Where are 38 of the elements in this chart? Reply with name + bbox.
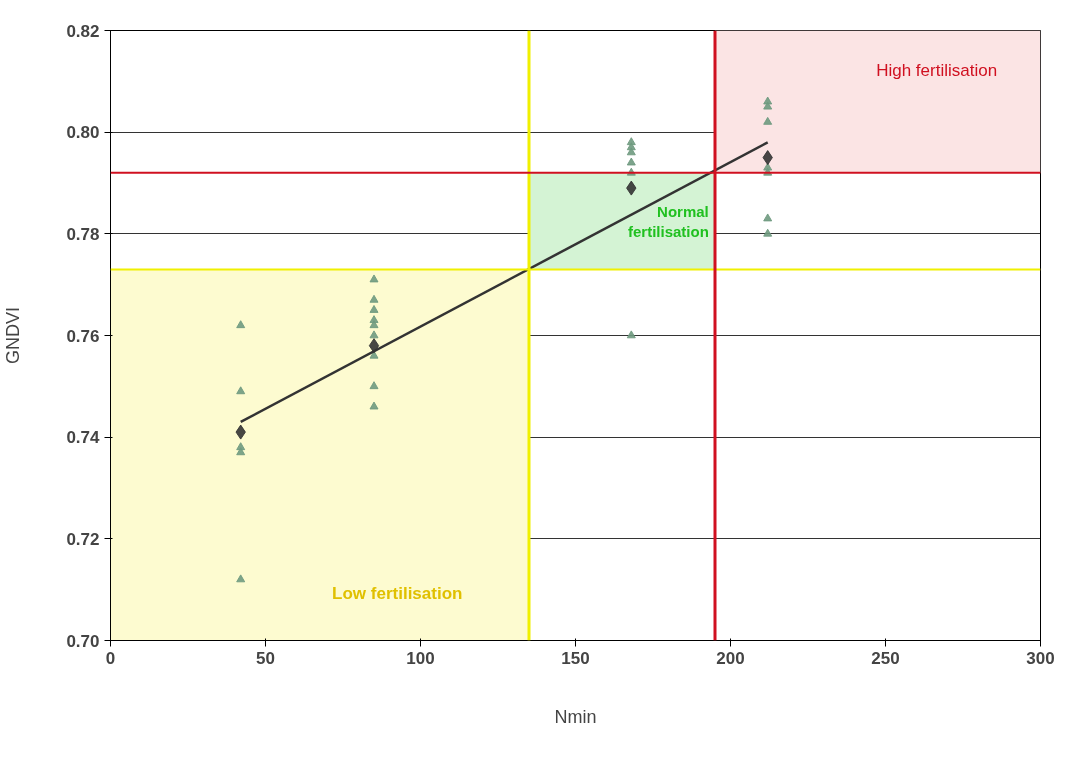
y-tick-label: 0.70 xyxy=(66,631,100,651)
band-label: Normal fertilisation xyxy=(627,203,709,241)
point xyxy=(369,274,379,283)
x-tick-label: 50 xyxy=(256,648,275,668)
y-tick-label: 0.74 xyxy=(66,428,101,448)
point xyxy=(369,401,379,410)
x-tick-label: 250 xyxy=(871,648,900,668)
point xyxy=(763,228,773,237)
point xyxy=(626,330,636,339)
point xyxy=(626,147,636,156)
point xyxy=(236,386,246,395)
point xyxy=(369,330,379,339)
point xyxy=(236,447,246,456)
y-tick-label: 0.80 xyxy=(66,123,100,143)
point xyxy=(763,116,773,125)
point xyxy=(369,381,379,390)
x-tick-label: 0 xyxy=(105,648,116,668)
point xyxy=(369,320,379,329)
y-tick-label: 0.72 xyxy=(66,529,100,549)
y-tick-label: 0.78 xyxy=(66,224,100,244)
point xyxy=(763,213,773,222)
point xyxy=(369,304,379,313)
x-axis-title: Nmin xyxy=(554,706,597,727)
band-label: High fertilisation xyxy=(876,61,998,81)
x-tick-label: 300 xyxy=(1026,648,1055,668)
band-label: Low fertilisation xyxy=(332,584,463,604)
point xyxy=(626,157,636,166)
y-tick-label: 0.76 xyxy=(66,326,100,346)
y-tick-label: 0.82 xyxy=(66,21,100,41)
x-tick-label: 100 xyxy=(406,648,435,668)
point xyxy=(763,101,773,110)
point xyxy=(369,294,379,303)
point xyxy=(236,320,246,329)
y-axis-title: GNDVI xyxy=(3,306,24,364)
x-tick-label: 150 xyxy=(561,648,590,668)
point xyxy=(368,338,380,354)
x-tick-label: 200 xyxy=(716,648,745,668)
point xyxy=(236,574,246,583)
